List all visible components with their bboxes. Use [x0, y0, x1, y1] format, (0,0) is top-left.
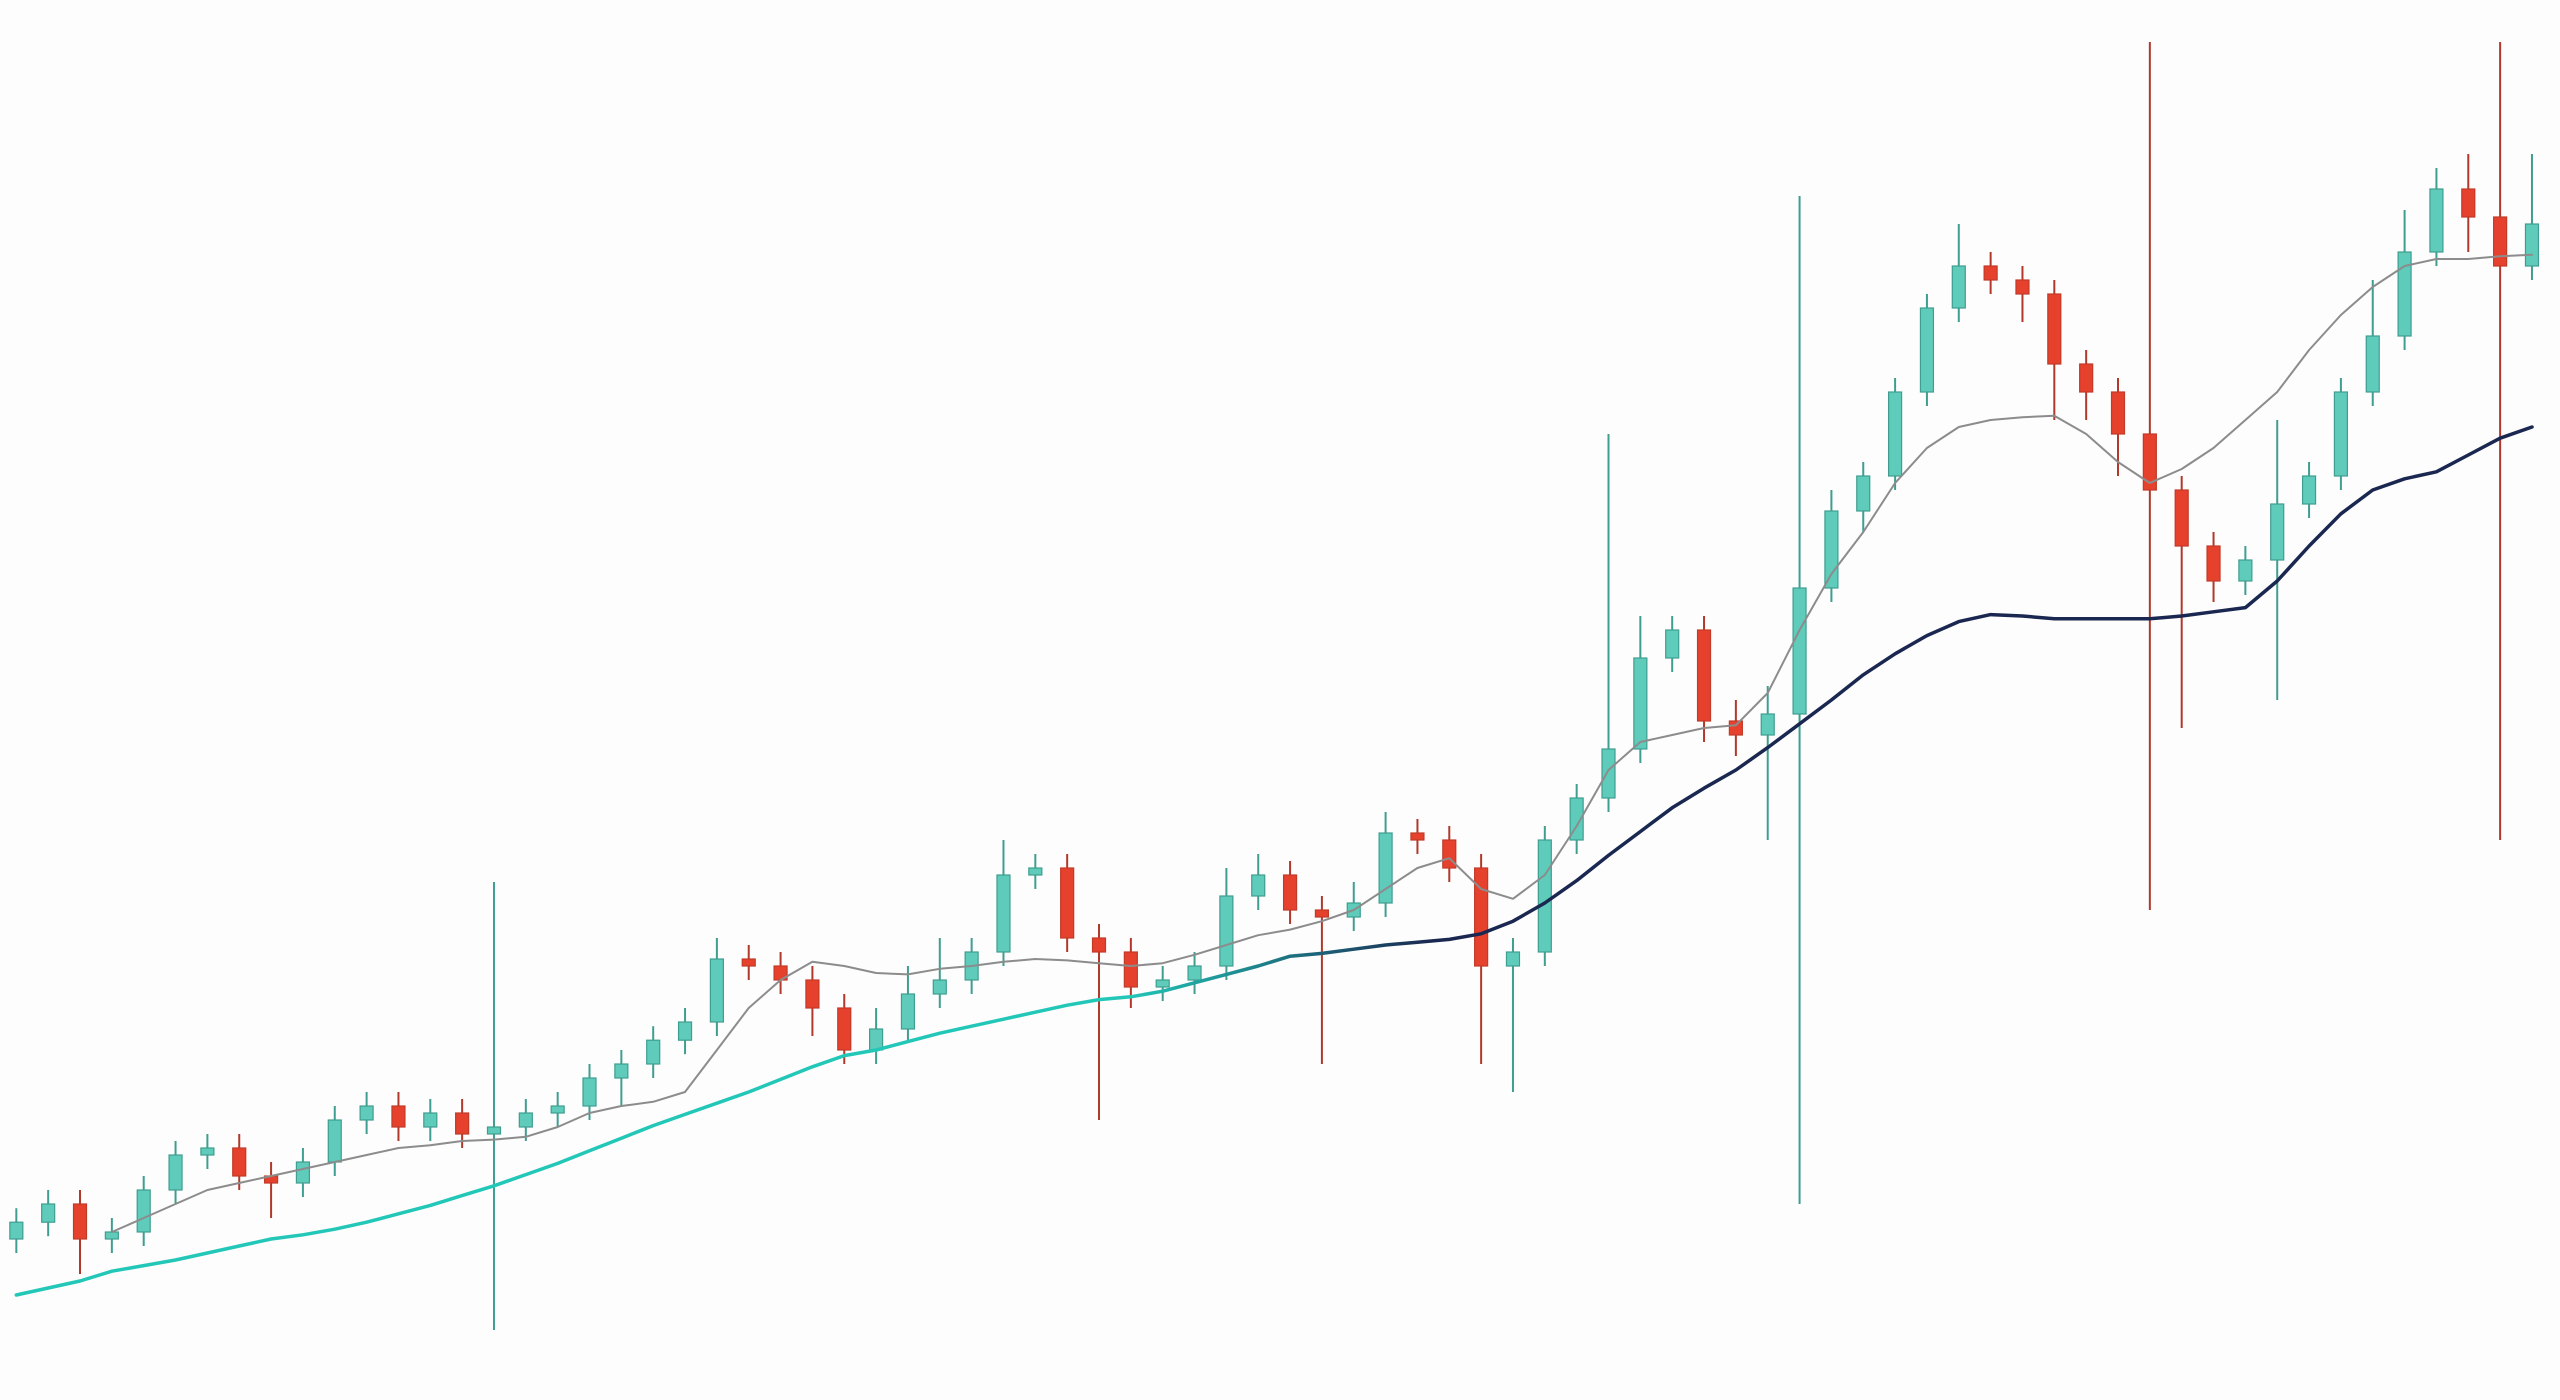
candle-body: [2524, 223, 2540, 267]
candle-body: [1601, 748, 1616, 799]
candle-body: [1314, 909, 1330, 918]
candle-body: [1123, 951, 1138, 988]
candle-body: [1505, 951, 1521, 967]
candle-body: [2142, 433, 2157, 491]
candle-body: [2365, 335, 2380, 393]
candle-body: [1410, 832, 1425, 841]
candle-body: [1251, 874, 1266, 897]
candle-body: [1155, 979, 1170, 988]
candle-body: [1187, 965, 1202, 981]
candle-body: [518, 1112, 533, 1128]
candle-body: [1951, 265, 1966, 309]
candle-body: [1378, 832, 1393, 904]
candle-body: [423, 1112, 438, 1128]
candle-body: [1028, 867, 1043, 876]
candle-body: [2461, 188, 2476, 218]
candle-body: [1219, 895, 1234, 967]
candle-body: [1282, 874, 1298, 911]
candle-body: [2397, 251, 2412, 337]
candle-body: [295, 1161, 311, 1184]
candle-body: [455, 1112, 470, 1135]
candle-body: [136, 1189, 151, 1233]
candle-body: [1792, 587, 1807, 715]
candle-body: [104, 1231, 119, 1240]
candle-body: [1856, 475, 1871, 512]
candle-body: [1091, 937, 1107, 953]
candle-body: [646, 1039, 661, 1065]
candle-body: [932, 979, 947, 995]
candle-body: [900, 993, 916, 1030]
candle-body: [1887, 391, 1903, 477]
candle-body: [1728, 720, 1743, 736]
candle-body: [677, 1021, 693, 1041]
candle-body: [391, 1105, 406, 1128]
candle-body: [2015, 279, 2030, 295]
candle-body: [1760, 713, 1775, 736]
candle-body: [2174, 489, 2189, 547]
candle-body: [2333, 391, 2349, 477]
candle-body: [327, 1119, 342, 1163]
candle-body: [2079, 363, 2094, 393]
candle-body: [2047, 293, 2062, 365]
candle-body: [2493, 216, 2508, 267]
candle-body: [1824, 510, 1839, 589]
candle-body: [1919, 307, 1935, 393]
candle-body: [2301, 475, 2317, 505]
candle-body: [1537, 839, 1552, 953]
candle-body: [805, 979, 820, 1009]
candle-body: [9, 1221, 24, 1240]
candle-body: [614, 1063, 629, 1079]
candle-body: [2270, 503, 2285, 561]
candle-body: [582, 1077, 597, 1107]
candle-body: [2238, 559, 2253, 582]
candle-body: [1060, 867, 1075, 939]
candle-body: [359, 1105, 374, 1121]
moving-average-line: [110, 253, 2533, 1233]
candle-body: [1696, 629, 1712, 722]
candle-body: [200, 1147, 215, 1156]
candle-body: [869, 1028, 884, 1051]
candle-body: [41, 1203, 56, 1223]
candle-body: [1665, 629, 1680, 659]
candle-body: [168, 1154, 183, 1191]
candle-body: [709, 958, 724, 1023]
candle-body: [2206, 545, 2221, 582]
moving-average-line: [14, 425, 2534, 1297]
candle-body: [1474, 867, 1489, 967]
candle-body: [837, 1007, 852, 1051]
candle-body: [486, 1126, 502, 1135]
candle-body: [996, 874, 1011, 953]
candle-body: [1983, 265, 1998, 281]
candle-body: [550, 1105, 565, 1114]
candle-body: [2429, 188, 2444, 253]
candle-body: [2110, 391, 2126, 435]
candle-body: [1633, 657, 1648, 750]
candle-body: [741, 958, 756, 967]
candle-body: [72, 1203, 88, 1240]
candle-body: [232, 1147, 247, 1177]
